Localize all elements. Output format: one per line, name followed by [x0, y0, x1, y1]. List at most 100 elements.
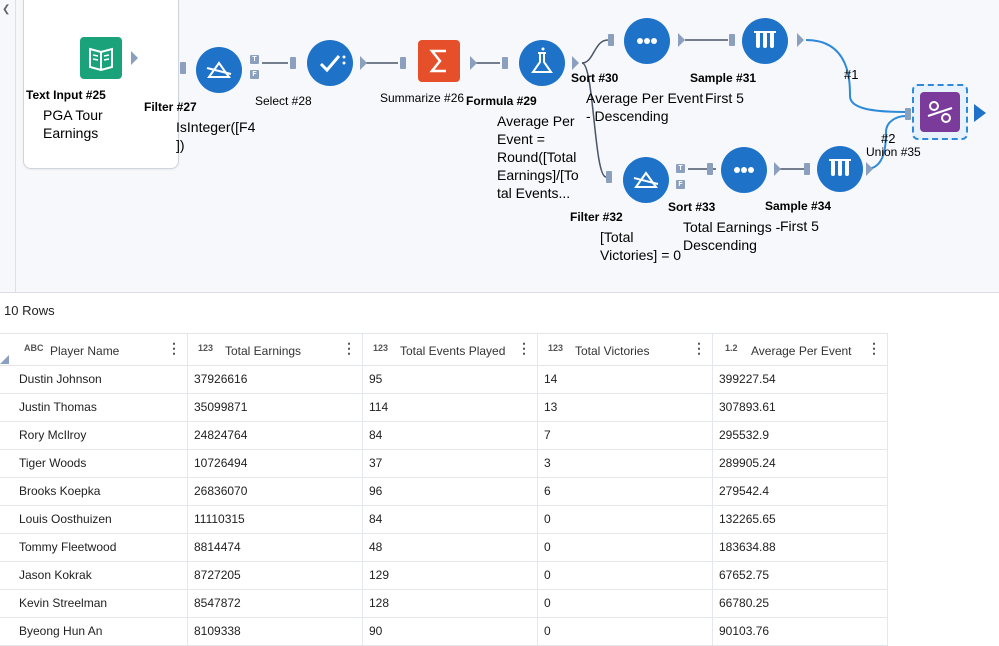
summarize26-input-anchor[interactable]	[400, 57, 406, 69]
table-cell[interactable]: 6	[538, 477, 713, 505]
table-row[interactable]: Dustin Johnson 37926616 95 14 399227.54	[0, 365, 888, 394]
column-header-average-per-event[interactable]: 1.2 Average Per Event ⋮	[713, 334, 888, 365]
table-cell[interactable]: Dustin Johnson	[0, 365, 188, 393]
table-row[interactable]: Tiger Woods 10726494 37 3 289905.24	[0, 449, 888, 478]
table-cell[interactable]: 295532.9	[713, 421, 888, 449]
table-cell[interactable]: Tiger Woods	[0, 449, 188, 477]
table-cell[interactable]: 279542.4	[713, 477, 888, 505]
column-menu-icon[interactable]: ⋮	[517, 340, 531, 356]
table-cell[interactable]: 90103.76	[713, 617, 888, 645]
table-cell[interactable]: 7	[538, 421, 713, 449]
table-row[interactable]: Jason Kokrak 8727205 129 0 67652.75	[0, 561, 888, 590]
select28-output-anchor[interactable]	[360, 56, 367, 70]
table-cell[interactable]: 37926616	[188, 365, 363, 393]
table-cell[interactable]: 14	[538, 365, 713, 393]
table-cell[interactable]: 307893.61	[713, 393, 888, 421]
column-header-total-earnings[interactable]: 123 Total Earnings ⋮	[188, 334, 363, 365]
table-cell[interactable]: 67652.75	[713, 561, 888, 589]
table-cell[interactable]: 66780.25	[713, 589, 888, 617]
table-cell[interactable]: 8727205	[188, 561, 363, 589]
sample31-input-anchor[interactable]	[729, 34, 735, 46]
column-menu-icon[interactable]: ⋮	[867, 340, 881, 356]
table-cell[interactable]: 0	[538, 589, 713, 617]
results-grid[interactable]: ABC Player Name ⋮ 123 Total Earnings ⋮ 1…	[0, 333, 999, 646]
select28-input-anchor[interactable]	[290, 57, 296, 69]
sample34-tool[interactable]	[817, 146, 863, 192]
table-cell[interactable]: 37	[363, 449, 538, 477]
filter27-false-anchor[interactable]: F	[250, 70, 259, 79]
table-row[interactable]: Tommy Fleetwood 8814474 48 0 183634.88	[0, 533, 888, 562]
sort33-output-anchor[interactable]	[774, 162, 781, 176]
sort30-input-anchor[interactable]	[608, 34, 614, 46]
table-cell[interactable]: Justin Thomas	[0, 393, 188, 421]
sample34-input-anchor[interactable]	[804, 163, 810, 175]
formula29-output-anchor[interactable]	[572, 56, 579, 70]
table-cell[interactable]: Jason Kokrak	[0, 561, 188, 589]
table-cell[interactable]: 132265.65	[713, 505, 888, 533]
table-cell[interactable]: 90	[363, 617, 538, 645]
table-cell[interactable]: Rory McIlroy	[0, 421, 188, 449]
table-row[interactable]: Kevin Streelman 8547872 128 0 66780.25	[0, 589, 888, 618]
filter27-input-anchor[interactable]	[180, 62, 186, 74]
table-cell[interactable]: 24824764	[188, 421, 363, 449]
sort30-output-anchor[interactable]	[678, 33, 685, 47]
column-header-player-name[interactable]: ABC Player Name ⋮	[0, 334, 188, 365]
text-input-tool[interactable]	[80, 37, 122, 79]
table-cell[interactable]: 183634.88	[713, 533, 888, 561]
table-cell[interactable]: 26836070	[188, 477, 363, 505]
table-cell[interactable]: 128	[363, 589, 538, 617]
table-cell[interactable]: 0	[538, 505, 713, 533]
table-cell[interactable]: 0	[538, 617, 713, 645]
sort33-tool[interactable]	[721, 147, 767, 193]
filter32-false-anchor[interactable]: F	[676, 180, 685, 189]
table-cell[interactable]: 95	[363, 365, 538, 393]
table-row[interactable]: Byeong Hun An 8109338 90 0 90103.76	[0, 617, 888, 646]
table-cell[interactable]: 96	[363, 477, 538, 505]
sample31-tool[interactable]	[742, 18, 788, 64]
union35-input-anchor[interactable]	[905, 108, 911, 120]
table-cell[interactable]: 114	[363, 393, 538, 421]
sort33-input-anchor[interactable]	[707, 163, 713, 175]
filter32-true-anchor[interactable]: T	[676, 164, 685, 173]
table-cell[interactable]: Tommy Fleetwood	[0, 533, 188, 561]
table-cell[interactable]: Louis Oosthuizen	[0, 505, 188, 533]
text-input-tool-card[interactable]	[23, 0, 179, 169]
table-row[interactable]: Justin Thomas 35099871 114 13 307893.61	[0, 393, 888, 422]
table-row[interactable]: Rory McIlroy 24824764 84 7 295532.9	[0, 421, 888, 450]
filter32-tool[interactable]	[623, 157, 669, 203]
table-cell[interactable]: 0	[538, 533, 713, 561]
table-cell[interactable]: 3	[538, 449, 713, 477]
filter32-input-anchor[interactable]	[606, 171, 612, 183]
column-menu-icon[interactable]: ⋮	[167, 340, 181, 356]
collapse-caret-icon[interactable]: ❮	[2, 4, 11, 15]
table-cell[interactable]: 84	[363, 505, 538, 533]
table-cell[interactable]: 11110315	[188, 505, 363, 533]
column-header-total-victories[interactable]: 123 Total Victories ⋮	[538, 334, 713, 365]
table-cell[interactable]: 10726494	[188, 449, 363, 477]
table-cell[interactable]: 8814474	[188, 533, 363, 561]
sort30-tool[interactable]	[624, 18, 670, 64]
summarize26-tool[interactable]	[418, 40, 460, 82]
filter27-tool[interactable]	[196, 47, 242, 93]
formula29-tool[interactable]	[519, 40, 565, 86]
column-menu-icon[interactable]: ⋮	[692, 340, 706, 356]
sample34-output-anchor[interactable]	[866, 162, 873, 176]
table-cell[interactable]: 84	[363, 421, 538, 449]
table-cell[interactable]: 13	[538, 393, 713, 421]
table-cell[interactable]: 129	[363, 561, 538, 589]
table-cell[interactable]: 399227.54	[713, 365, 888, 393]
table-cell[interactable]: 48	[363, 533, 538, 561]
table-cell[interactable]: 8109338	[188, 617, 363, 645]
table-cell[interactable]: Byeong Hun An	[0, 617, 188, 645]
table-cell[interactable]: Brooks Koepka	[0, 477, 188, 505]
column-header-total-events-played[interactable]: 123 Total Events Played ⋮	[363, 334, 538, 365]
table-cell[interactable]: 0	[538, 561, 713, 589]
filter27-true-anchor[interactable]: T	[250, 55, 259, 64]
summarize26-output-anchor[interactable]	[470, 56, 477, 70]
table-cell[interactable]: 289905.24	[713, 449, 888, 477]
formula29-input-anchor[interactable]	[502, 57, 508, 69]
sample31-output-anchor[interactable]	[797, 33, 804, 47]
text-input-output-anchor[interactable]	[131, 51, 138, 65]
table-cell[interactable]: 8547872	[188, 589, 363, 617]
column-menu-icon[interactable]: ⋮	[342, 340, 356, 356]
